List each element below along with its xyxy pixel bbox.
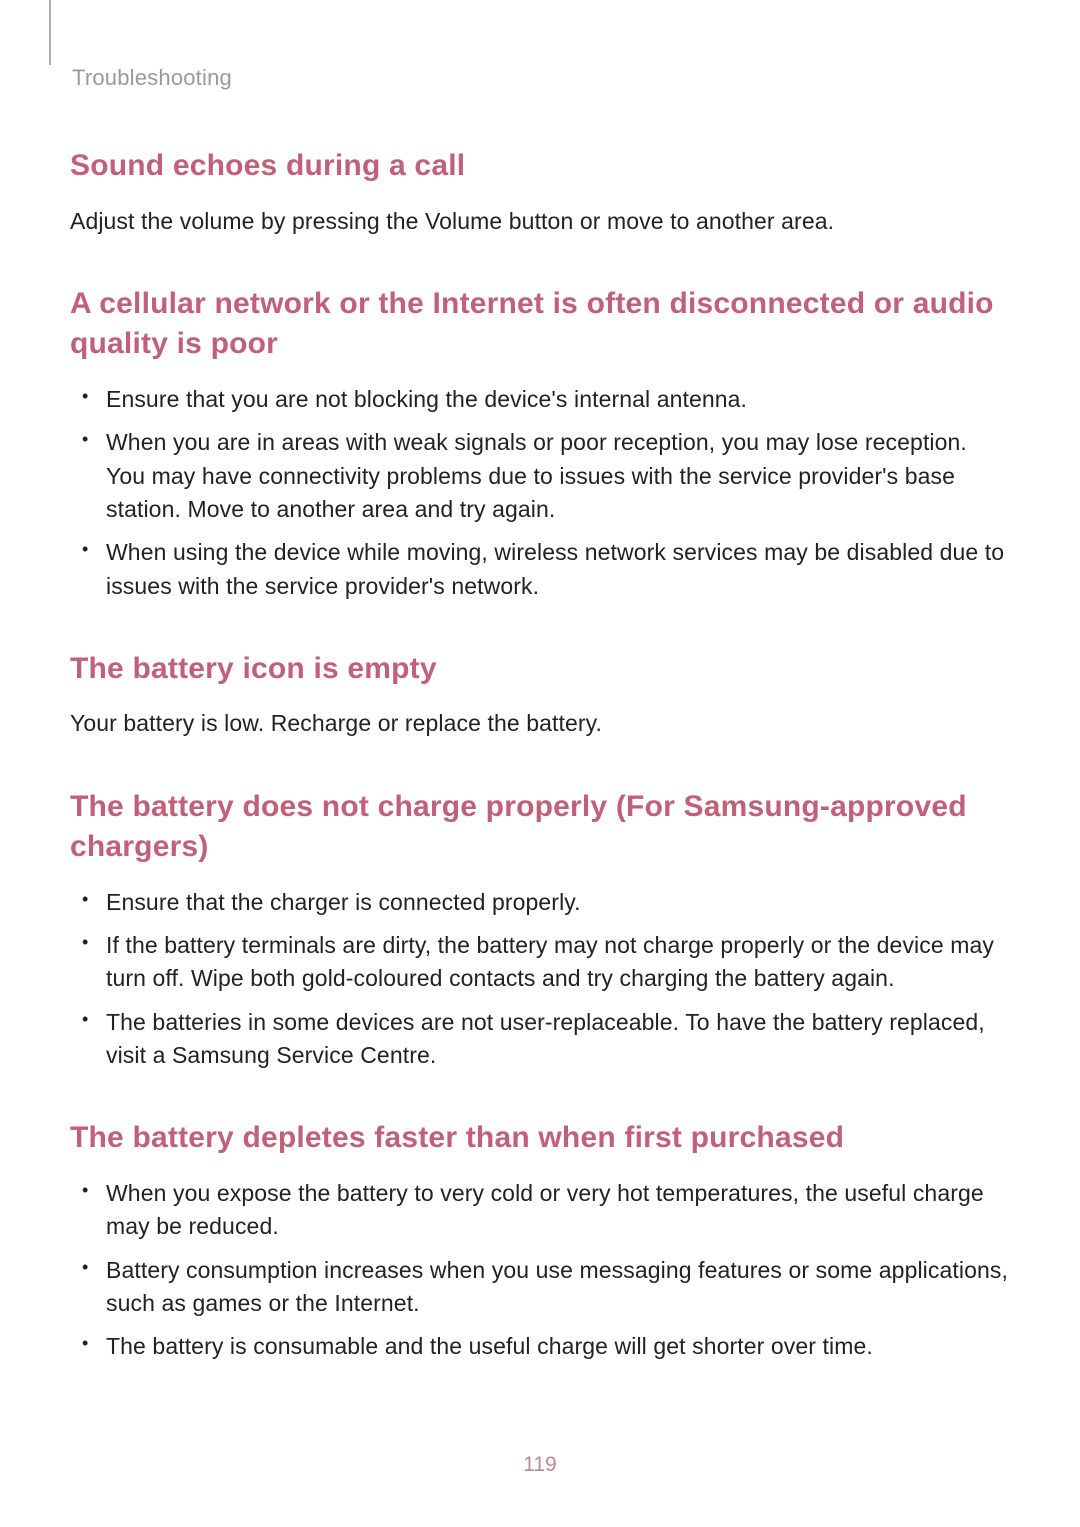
page-content: Troubleshooting Sound echoes during a ca… bbox=[0, 0, 1080, 1364]
breadcrumb: Troubleshooting bbox=[70, 65, 1010, 91]
list-item: If the battery terminals are dirty, the … bbox=[106, 929, 1010, 996]
section-battery-depletes: The battery depletes faster than when fi… bbox=[70, 1118, 1010, 1363]
header-divider bbox=[49, 0, 51, 65]
section-sound-echoes: Sound echoes during a call Adjust the vo… bbox=[70, 146, 1010, 238]
section-heading: A cellular network or the Internet is of… bbox=[70, 284, 1010, 365]
list-item: The batteries in some devices are not us… bbox=[106, 1006, 1010, 1073]
section-battery-empty: The battery icon is empty Your battery i… bbox=[70, 649, 1010, 741]
list-item: Ensure that you are not blocking the dev… bbox=[106, 383, 1010, 416]
list-item: When you are in areas with weak signals … bbox=[106, 426, 1010, 526]
section-heading: The battery icon is empty bbox=[70, 649, 1010, 690]
section-heading: The battery depletes faster than when fi… bbox=[70, 1118, 1010, 1159]
section-body: Your battery is low. Recharge or replace… bbox=[70, 707, 1010, 740]
list-item: Battery consumption increases when you u… bbox=[106, 1254, 1010, 1321]
bullet-list: When you expose the battery to very cold… bbox=[70, 1177, 1010, 1364]
bullet-list: Ensure that the charger is connected pro… bbox=[70, 886, 1010, 1073]
list-item: When you expose the battery to very cold… bbox=[106, 1177, 1010, 1244]
section-body: Adjust the volume by pressing the Volume… bbox=[70, 205, 1010, 238]
section-cellular-network: A cellular network or the Internet is of… bbox=[70, 284, 1010, 603]
section-heading: The battery does not charge properly (Fo… bbox=[70, 787, 1010, 868]
section-heading: Sound echoes during a call bbox=[70, 146, 1010, 187]
list-item: When using the device while moving, wire… bbox=[106, 536, 1010, 603]
bullet-list: Ensure that you are not blocking the dev… bbox=[70, 383, 1010, 603]
page-number: 119 bbox=[0, 1453, 1080, 1477]
list-item: Ensure that the charger is connected pro… bbox=[106, 886, 1010, 919]
list-item: The battery is consumable and the useful… bbox=[106, 1330, 1010, 1363]
section-battery-charge: The battery does not charge properly (Fo… bbox=[70, 787, 1010, 1073]
